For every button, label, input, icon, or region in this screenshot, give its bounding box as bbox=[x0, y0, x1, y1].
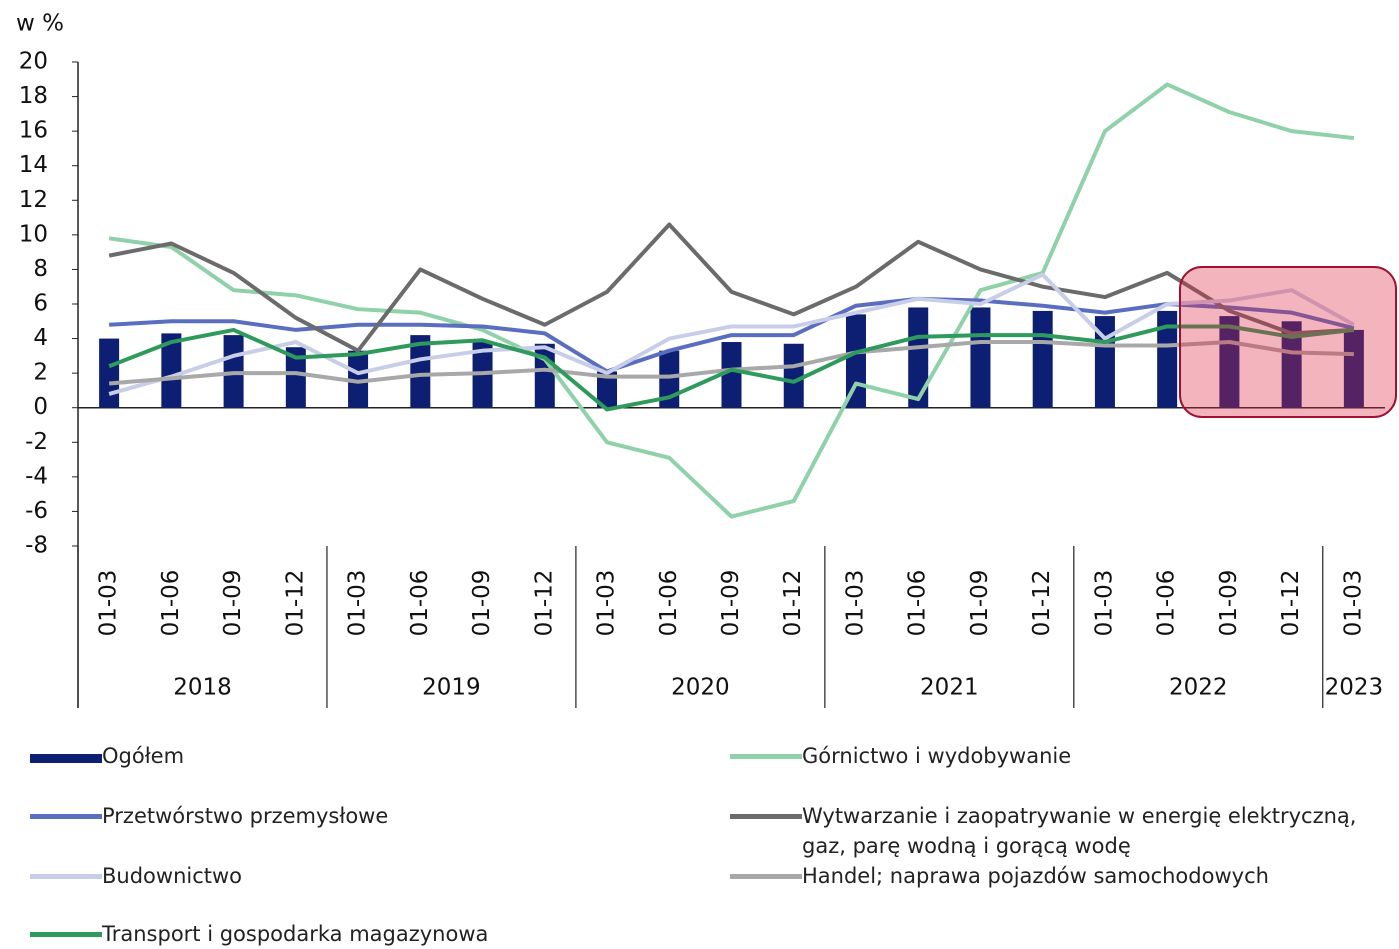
x-group-label: 2021 bbox=[920, 675, 979, 701]
y-tick-label: 2 bbox=[33, 360, 48, 386]
x-tick-label: 01-06 bbox=[656, 570, 682, 637]
bar bbox=[1219, 316, 1240, 408]
line bbox=[108, 272, 1355, 396]
highlight-box bbox=[1179, 266, 1397, 418]
x-group-label: 2020 bbox=[671, 675, 730, 701]
x-tick-label: 01-06 bbox=[905, 570, 931, 637]
x-tick-label: 01-06 bbox=[1154, 570, 1180, 637]
legend-label: Transport i gospodarka magazynowa bbox=[102, 922, 489, 946]
y-tick-label: 6 bbox=[33, 291, 48, 317]
legend-item: Budownictwo bbox=[30, 861, 692, 891]
y-tick-label: -8 bbox=[25, 533, 48, 559]
x-tick-label: 01-09 bbox=[469, 570, 495, 637]
legend-item: Transport i gospodarka magazynowa bbox=[30, 919, 692, 949]
y-tick-label: 14 bbox=[19, 152, 48, 178]
bar bbox=[721, 342, 742, 408]
x-tick-label: 01-12 bbox=[1029, 570, 1055, 637]
y-tick-label: 0 bbox=[33, 394, 48, 420]
x-group-label: 2023 bbox=[1325, 675, 1384, 701]
x-tick-label: 01-03 bbox=[842, 570, 868, 637]
x-group-label: 2018 bbox=[173, 675, 232, 701]
y-tick-label: -6 bbox=[25, 498, 48, 524]
bar bbox=[285, 347, 306, 408]
legend-swatch bbox=[730, 874, 802, 879]
x-tick-label: 01-03 bbox=[594, 570, 620, 637]
legend-item: Ogółem bbox=[30, 741, 692, 771]
legend-swatch bbox=[30, 874, 102, 879]
line bbox=[108, 222, 1354, 353]
x-tick-label: 01-03 bbox=[345, 570, 371, 637]
bar bbox=[783, 343, 804, 408]
legend-label: Ogółem bbox=[102, 744, 185, 768]
x-group-label: 2022 bbox=[1169, 675, 1228, 701]
legend-item: Przetwórstwo przemysłowe bbox=[30, 801, 692, 831]
legend-item: Handel; naprawa pojazdów samochodowych bbox=[730, 861, 1392, 891]
legend-item: Wytwarzanie i zaopatrywanie w energię el… bbox=[730, 801, 1392, 861]
x-tick-label: 01-03 bbox=[1340, 570, 1366, 637]
bar bbox=[534, 343, 555, 408]
legend-label: Przetwórstwo przemysłowe bbox=[102, 804, 389, 828]
line bbox=[108, 82, 1355, 519]
bar bbox=[908, 307, 929, 408]
x-tick-label: 01-06 bbox=[407, 570, 433, 637]
legend-swatch bbox=[30, 932, 102, 937]
legend-swatch bbox=[30, 814, 102, 819]
x-tick-label: 01-06 bbox=[158, 570, 184, 637]
bar bbox=[1343, 329, 1364, 408]
x-tick-label: 01-09 bbox=[718, 570, 744, 637]
legend-label: Górnictwo i wydobywanie bbox=[802, 744, 1072, 768]
bar bbox=[348, 350, 369, 408]
x-tick-label: 01-12 bbox=[780, 570, 806, 637]
y-tick-label: 18 bbox=[19, 83, 48, 109]
y-axis-label: w % bbox=[16, 11, 64, 37]
x-tick-label: 01-09 bbox=[1216, 570, 1242, 637]
chart: w % -8 -6 -4 -2 0 2 4 6 8 10 12 14 16 18 20 01-03 01-06 0… bbox=[16, 11, 1397, 708]
x-group-label: 2019 bbox=[422, 675, 481, 701]
bar bbox=[1281, 321, 1302, 408]
y-tick-label: 20 bbox=[19, 49, 48, 75]
legend-swatch bbox=[730, 814, 802, 819]
x-tick-label: 01-09 bbox=[967, 570, 993, 637]
y-tick-label: -2 bbox=[25, 429, 48, 455]
x-tick-label: 01-12 bbox=[282, 570, 308, 637]
legend-label: Wytwarzanie i zaopatrywanie w energię el… bbox=[802, 804, 1357, 858]
bar bbox=[99, 338, 120, 408]
bar bbox=[410, 335, 431, 408]
x-tick-label: 01-03 bbox=[96, 570, 122, 637]
bar bbox=[597, 371, 618, 408]
legend-label: Budownictwo bbox=[102, 864, 243, 888]
legend-item: Górnictwo i wydobywanie bbox=[730, 741, 1392, 771]
legend-swatch bbox=[730, 754, 802, 759]
y-tick-label: 8 bbox=[33, 256, 48, 282]
x-tick-label: 01-09 bbox=[220, 570, 246, 637]
line bbox=[108, 324, 1355, 412]
legend-label: Handel; naprawa pojazdów samochodowych bbox=[802, 864, 1269, 888]
legend-swatch bbox=[30, 754, 102, 763]
x-tick-label: 01-03 bbox=[1091, 570, 1117, 637]
x-tick-label: 01-12 bbox=[1278, 570, 1304, 637]
bar bbox=[1157, 310, 1178, 408]
y-tick-label: -4 bbox=[25, 463, 48, 489]
bar bbox=[970, 307, 991, 408]
x-tick-label: 01-12 bbox=[531, 570, 557, 637]
bar bbox=[161, 333, 182, 408]
y-tick-label: 4 bbox=[33, 325, 48, 351]
y-tick-label: 16 bbox=[19, 118, 48, 144]
y-tick-label: 12 bbox=[19, 187, 48, 213]
y-tick-label: 10 bbox=[19, 221, 48, 247]
bar bbox=[1032, 310, 1053, 408]
